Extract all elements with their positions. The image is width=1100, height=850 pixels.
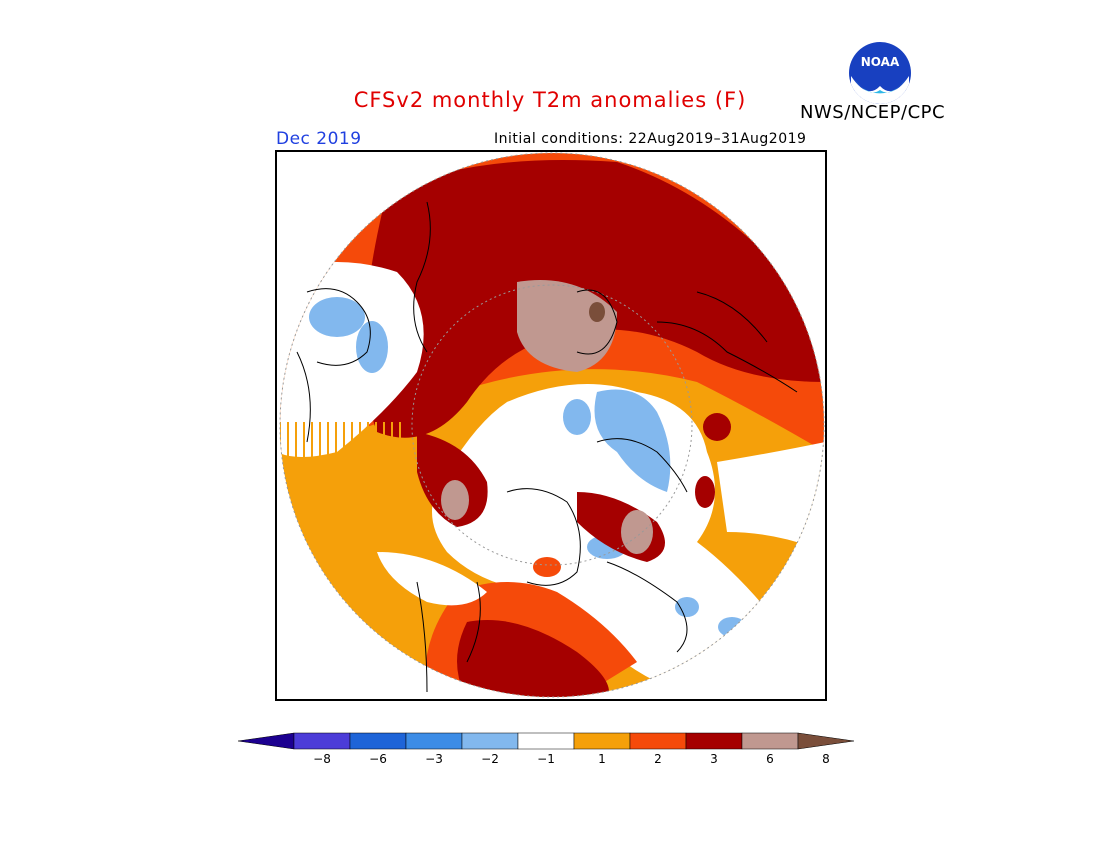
colorbar-tick-label: −3	[425, 752, 443, 766]
coastlines	[296, 201, 798, 693]
colorbar-cell	[349, 732, 407, 750]
colorbar-tick-label: −1	[537, 752, 555, 766]
polar-map	[279, 152, 825, 698]
colorbar-cell	[685, 732, 743, 750]
anomaly-field	[280, 153, 824, 697]
forecast-month: Dec 2019	[276, 129, 362, 149]
colorbar-cell	[461, 732, 519, 750]
colorbar-cell	[293, 732, 351, 750]
colorbar-cell	[629, 732, 687, 750]
colorbar-tick-label: 8	[822, 752, 830, 766]
globe-edge	[279, 152, 825, 698]
map-title: CFSv2 monthly T2m anomalies (F)	[353, 88, 747, 112]
colorbar-arrow-high	[797, 732, 855, 750]
colorbar-tick-label: −2	[481, 752, 499, 766]
agency-label: NWS/NCEP/CPC	[800, 102, 946, 123]
colorbar-cell	[573, 732, 631, 750]
colorbar-tick-label: −8	[313, 752, 331, 766]
colorbar-tick-label: 6	[766, 752, 774, 766]
colorbar-cell	[517, 732, 575, 750]
colorbar-tick-label: 1	[598, 752, 606, 766]
colorbar-tick-label: 2	[654, 752, 662, 766]
initial-conditions: Initial conditions: 22Aug2019–31Aug2019	[494, 131, 807, 147]
colorbar-tick-label: 3	[710, 752, 718, 766]
colorbar-tick-label: −6	[369, 752, 387, 766]
noaa-logo: NOAA	[849, 42, 911, 105]
logo-text: NOAA	[861, 55, 900, 69]
latitude-circle	[411, 284, 693, 566]
colorbar	[238, 732, 855, 750]
colorbar-cell	[405, 732, 463, 750]
map-frame	[275, 150, 827, 701]
colorbar-cell	[741, 732, 799, 750]
colorbar-arrow-low	[238, 732, 295, 750]
